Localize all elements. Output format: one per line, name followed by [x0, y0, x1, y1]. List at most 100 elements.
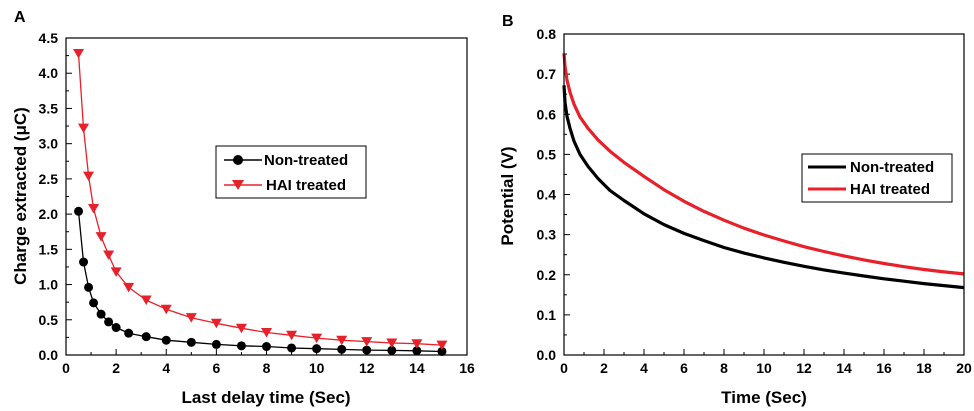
x-tick-label: 12: [359, 360, 375, 376]
x-tick-label: 2: [112, 360, 120, 376]
data-point-hai-treated: [88, 203, 100, 214]
y-tick-label: 2.5: [39, 171, 59, 187]
data-point-hai-treated: [235, 323, 247, 334]
data-point-non-treated: [104, 317, 114, 327]
data-point-non-treated: [312, 344, 322, 354]
data-point-hai-treated: [160, 304, 172, 315]
data-point-non-treated: [111, 323, 121, 333]
data-point-non-treated: [84, 282, 94, 292]
panel-a-series: [73, 48, 448, 356]
panel-b-ylabel: Potential (V): [498, 146, 517, 245]
panel-a-xlabel: Last delay time (Sec): [181, 388, 350, 407]
x-tick-label: 8: [720, 360, 728, 376]
y-tick-label: 3.5: [39, 100, 59, 116]
data-point-hai-treated: [261, 327, 272, 338]
x-tick-label: 14: [836, 360, 852, 376]
data-point-hai-treated: [73, 48, 85, 59]
legend-label-non-treated-b: Non-treated: [850, 159, 934, 176]
data-point-non-treated: [412, 346, 422, 356]
panel-a: A 0 2 4 6 8 10 12 14 16 0.0 0.5 1.0 1.5 2.0 2.5 3.0 3.5 4…: [11, 9, 475, 407]
y-tick-label: 3.0: [39, 136, 59, 152]
data-point-hai-treated: [386, 338, 398, 349]
y-tick-label: 1.0: [39, 277, 59, 293]
x-tick-label: 10: [756, 360, 772, 376]
series-line-non-treated: [562, 85, 965, 290]
data-point-hai-treated: [123, 282, 135, 293]
y-tick-label: 0.5: [537, 146, 557, 162]
x-tick-label: 6: [680, 360, 688, 376]
y-tick-label: 1.5: [39, 241, 59, 257]
panel-b-plot-frame: [563, 33, 965, 356]
y-tick-label: 0.6: [537, 106, 557, 122]
data-point-hai-treated: [286, 330, 298, 341]
y-tick-label: 0.1: [537, 307, 557, 323]
x-tick-label: 2: [600, 360, 608, 376]
data-point-non-treated: [337, 344, 347, 354]
panel-b-xlabel: Time (Sec): [721, 388, 807, 407]
legend-label-hai-treated: HAI treated: [266, 177, 346, 194]
x-tick-label: 12: [796, 360, 812, 376]
data-point-hai-treated: [436, 340, 448, 351]
x-tick-label: 16: [459, 360, 475, 376]
x-tick-label: 4: [640, 360, 648, 376]
y-tick-label: 0.4: [537, 187, 557, 203]
data-point-hai-treated: [103, 250, 115, 260]
data-point-hai-treated: [210, 318, 222, 329]
x-tick-label: 18: [916, 360, 932, 376]
data-point-non-treated: [96, 309, 106, 319]
panel-b-legend-box: [801, 153, 953, 203]
x-tick-label: 20: [956, 360, 972, 376]
panel-b-legend: Non-treated HAI treated: [801, 153, 953, 203]
data-point-non-treated: [262, 342, 271, 352]
data-point-non-treated: [362, 345, 372, 355]
panel-a-plot-frame: [65, 37, 468, 356]
y-tick-label: 0.3: [537, 227, 557, 243]
data-point-hai-treated: [411, 339, 423, 349]
y-tick-label: 0.8: [537, 26, 557, 42]
data-point-hai-treated: [110, 267, 122, 277]
data-point-hai-treated: [336, 335, 348, 346]
data-point-hai-treated: [140, 295, 152, 306]
y-tick-label: 0.7: [537, 66, 557, 82]
y-tick-label: 4.5: [39, 30, 59, 46]
series-line-hai-treated: [77, 53, 442, 346]
data-point-non-treated: [236, 341, 246, 351]
data-point-non-treated: [124, 328, 134, 338]
y-tick-label: 2.0: [39, 206, 59, 222]
data-point-hai-treated: [78, 123, 90, 134]
x-tick-label: 6: [212, 360, 220, 376]
legend-marker-hai-treated: [232, 180, 244, 190]
data-point-non-treated: [79, 257, 89, 267]
data-point-hai-treated: [83, 171, 95, 182]
y-tick-label: 0.5: [39, 312, 59, 328]
data-point-non-treated: [387, 345, 397, 355]
panel-a-label: A: [14, 9, 26, 26]
panel-b-ticks: 0 2 4 6 8 10 12 14 16 18 20 0.0 0.1 0.2 0.3 0.4 0.5 0.6 0.…: [537, 26, 972, 376]
panel-b-series: [562, 53, 965, 290]
data-point-non-treated: [287, 343, 297, 353]
data-point-non-treated: [211, 339, 221, 349]
data-point-non-treated: [161, 335, 171, 345]
y-tick-label: 0.0: [39, 347, 59, 363]
panel-a-ticks: 0 2 4 6 8 10 12 14 16 0.0 0.5 1.0 1.5 2.0 2.5 3.0 3.5 4.0…: [39, 30, 475, 376]
panel-b: B 0 2 4 6 8 10 12 14 16 18 20 0.0 0.1 0.2 0.3 0.4 0.5 0.6…: [498, 13, 972, 407]
x-tick-label: 0: [62, 360, 70, 376]
panel-a-legend: Non-treated HAI treated: [215, 145, 367, 199]
legend-label-hai-treated-b: HAI treated: [850, 181, 930, 198]
data-point-non-treated: [186, 337, 196, 347]
x-tick-label: 16: [876, 360, 892, 376]
panel-a-legend-box: [215, 145, 367, 199]
data-point-non-treated: [437, 346, 447, 356]
x-tick-label: 8: [263, 360, 271, 376]
x-tick-label: 10: [309, 360, 325, 376]
y-tick-label: 0.0: [537, 347, 557, 363]
data-point-hai-treated: [95, 232, 107, 242]
panel-b-label: B: [502, 13, 514, 30]
x-tick-label: 14: [409, 360, 425, 376]
x-tick-label: 0: [560, 360, 568, 376]
data-point-hai-treated: [185, 313, 197, 323]
series-line-non-treated: [77, 211, 442, 353]
data-point-non-treated: [89, 298, 99, 308]
legend-marker-non-treated: [233, 155, 243, 165]
